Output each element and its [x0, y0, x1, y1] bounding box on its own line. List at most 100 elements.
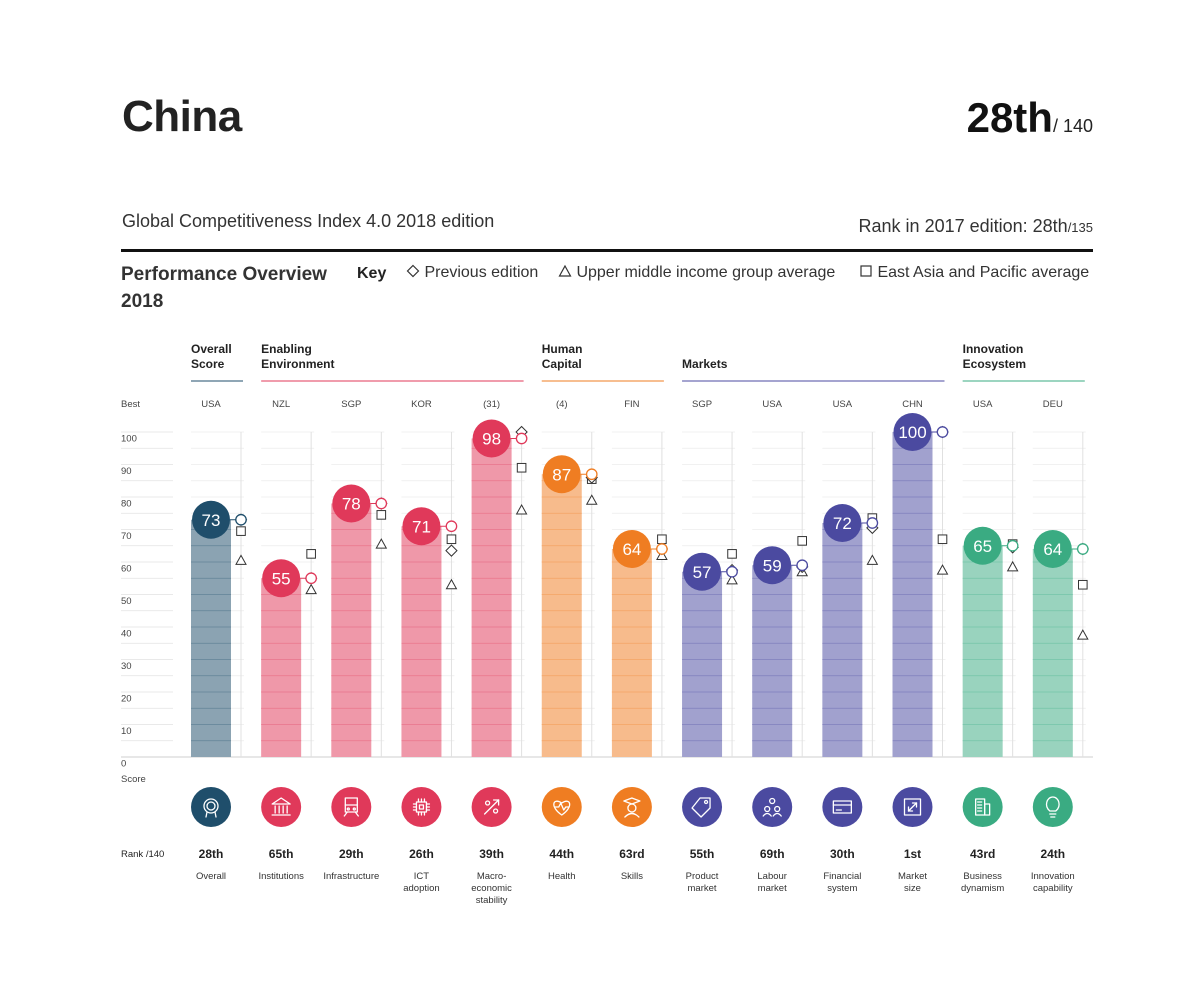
pillar-column: USA 73 28th Overall: [191, 399, 247, 882]
pillar-label: Overall: [196, 871, 226, 882]
group-header-label: Score: [191, 357, 225, 371]
east-asia-average-marker: [728, 550, 737, 559]
pillar-label: system: [827, 883, 857, 894]
y-tick-label: 100: [121, 434, 137, 445]
group-header-label: Markets: [682, 357, 728, 371]
pillar-rank: 29th: [339, 847, 364, 861]
group-header-label: Environment: [261, 357, 334, 371]
pillar-label: adoption: [403, 883, 439, 894]
pillar-label: Business: [963, 871, 1002, 882]
east-asia-average-marker: [377, 511, 386, 520]
best-economy-label: NZL: [272, 399, 290, 410]
score-bar: [612, 549, 652, 757]
pillar-column: (4)8744thHealth: [542, 399, 598, 882]
best-economy-label: DEU: [1043, 399, 1063, 410]
pillar-label: dynamism: [961, 883, 1004, 894]
east-asia-average-marker: [307, 550, 316, 559]
best-economy-label: SGP: [692, 399, 712, 410]
pillar-rank: 1st: [904, 847, 921, 861]
score-value: 73: [202, 511, 221, 530]
pillar-icon-circle: [261, 787, 301, 827]
pillar-column: NZL 55 65th Institutions: [258, 399, 316, 882]
best-economy-label: (4): [556, 399, 568, 410]
pillar-label: Financial: [823, 871, 861, 882]
east-asia-average-marker: [517, 463, 526, 472]
score-ring-marker: [1078, 544, 1088, 554]
pillar-column: USA6543rdBusinessdynamism: [961, 399, 1018, 894]
pillar-rank: 39th: [479, 847, 504, 861]
pillar-column: (31)9839thMacro-economicstability: [471, 399, 527, 906]
pillar-label: Product: [686, 871, 719, 882]
score-value: 100: [898, 423, 926, 442]
score-value: 78: [342, 495, 361, 514]
upper-middle-average-marker: [1008, 562, 1018, 571]
pillar-column: KOR 71 26th ICTadoption: [401, 399, 457, 894]
pillar-icon-circle: [331, 787, 371, 827]
score-bar: [682, 572, 722, 757]
east-asia-average-marker: [938, 535, 947, 544]
score-bar: [472, 439, 512, 758]
pillar-icon-circle: [1033, 787, 1073, 827]
pillar-icon-group: [1033, 787, 1073, 827]
score-bar: [261, 578, 301, 757]
pillar-label: Infrastructure: [323, 871, 379, 882]
score-value: 57: [693, 563, 712, 582]
pillar-label: Market: [898, 871, 927, 882]
pillar-label: capability: [1033, 883, 1073, 894]
group-header-label: Human: [542, 342, 583, 356]
pillar-label: economic: [471, 883, 512, 894]
y-tick-label: 90: [121, 466, 132, 477]
score-bar: [963, 546, 1003, 757]
pillar-label: ICT: [414, 871, 430, 882]
score-value: 71: [412, 517, 431, 536]
best-economy-label: FIN: [624, 399, 639, 410]
y-tick-label: 20: [121, 694, 132, 705]
best-economy-label: KOR: [411, 399, 432, 410]
pillar-icon-group: [822, 787, 862, 827]
score-bar: [752, 565, 792, 757]
best-economy-label: USA: [201, 399, 221, 410]
best-economy-label: USA: [762, 399, 782, 410]
east-asia-average-marker: [658, 535, 667, 544]
score-value: 72: [833, 514, 852, 533]
score-value: 64: [1043, 540, 1062, 559]
pillar-label: Skills: [621, 871, 643, 882]
score-bar: [331, 504, 371, 758]
pillar-icon-group: [401, 787, 441, 827]
score-ring-marker: [937, 427, 947, 437]
pillar-icon-circle: [542, 787, 582, 827]
group-header-label: Capital: [542, 357, 582, 371]
score-value: 55: [272, 569, 291, 588]
score-ring-marker: [306, 573, 316, 583]
y-tick-label: 80: [121, 499, 132, 510]
group-header-label: Ecosystem: [963, 357, 1026, 371]
pillar-icon-group: [963, 787, 1003, 827]
y-tick-label: 30: [121, 661, 132, 672]
score-bar: [191, 520, 231, 757]
score-value: 98: [482, 430, 501, 449]
pillar-label: Macro-: [477, 871, 507, 882]
score-ring-marker: [657, 544, 667, 554]
score-ring-marker: [867, 518, 877, 528]
pillar-icon-circle: [822, 787, 862, 827]
upper-middle-average-marker: [306, 585, 316, 594]
east-asia-average-marker: [447, 535, 456, 544]
best-row-label: Best: [121, 399, 140, 410]
upper-middle-average-marker: [446, 580, 456, 589]
upper-middle-average-marker: [1078, 630, 1088, 639]
east-asia-average-marker: [237, 527, 246, 536]
pillar-icon-group: [331, 787, 371, 827]
pillar-icon-circle: [191, 787, 231, 827]
pillar-rank: 26th: [409, 847, 434, 861]
pillar-icon-group: [191, 787, 231, 827]
pillar-label: size: [904, 883, 921, 894]
pillar-rank: 65th: [269, 847, 294, 861]
score-bar: [822, 523, 862, 757]
pillar-label: market: [688, 883, 717, 894]
score-value: 65: [973, 537, 992, 556]
score-bar: [542, 474, 582, 757]
pillar-rank: 43rd: [970, 847, 995, 861]
upper-middle-average-marker: [517, 505, 527, 514]
group-header-label: Innovation: [963, 342, 1024, 356]
